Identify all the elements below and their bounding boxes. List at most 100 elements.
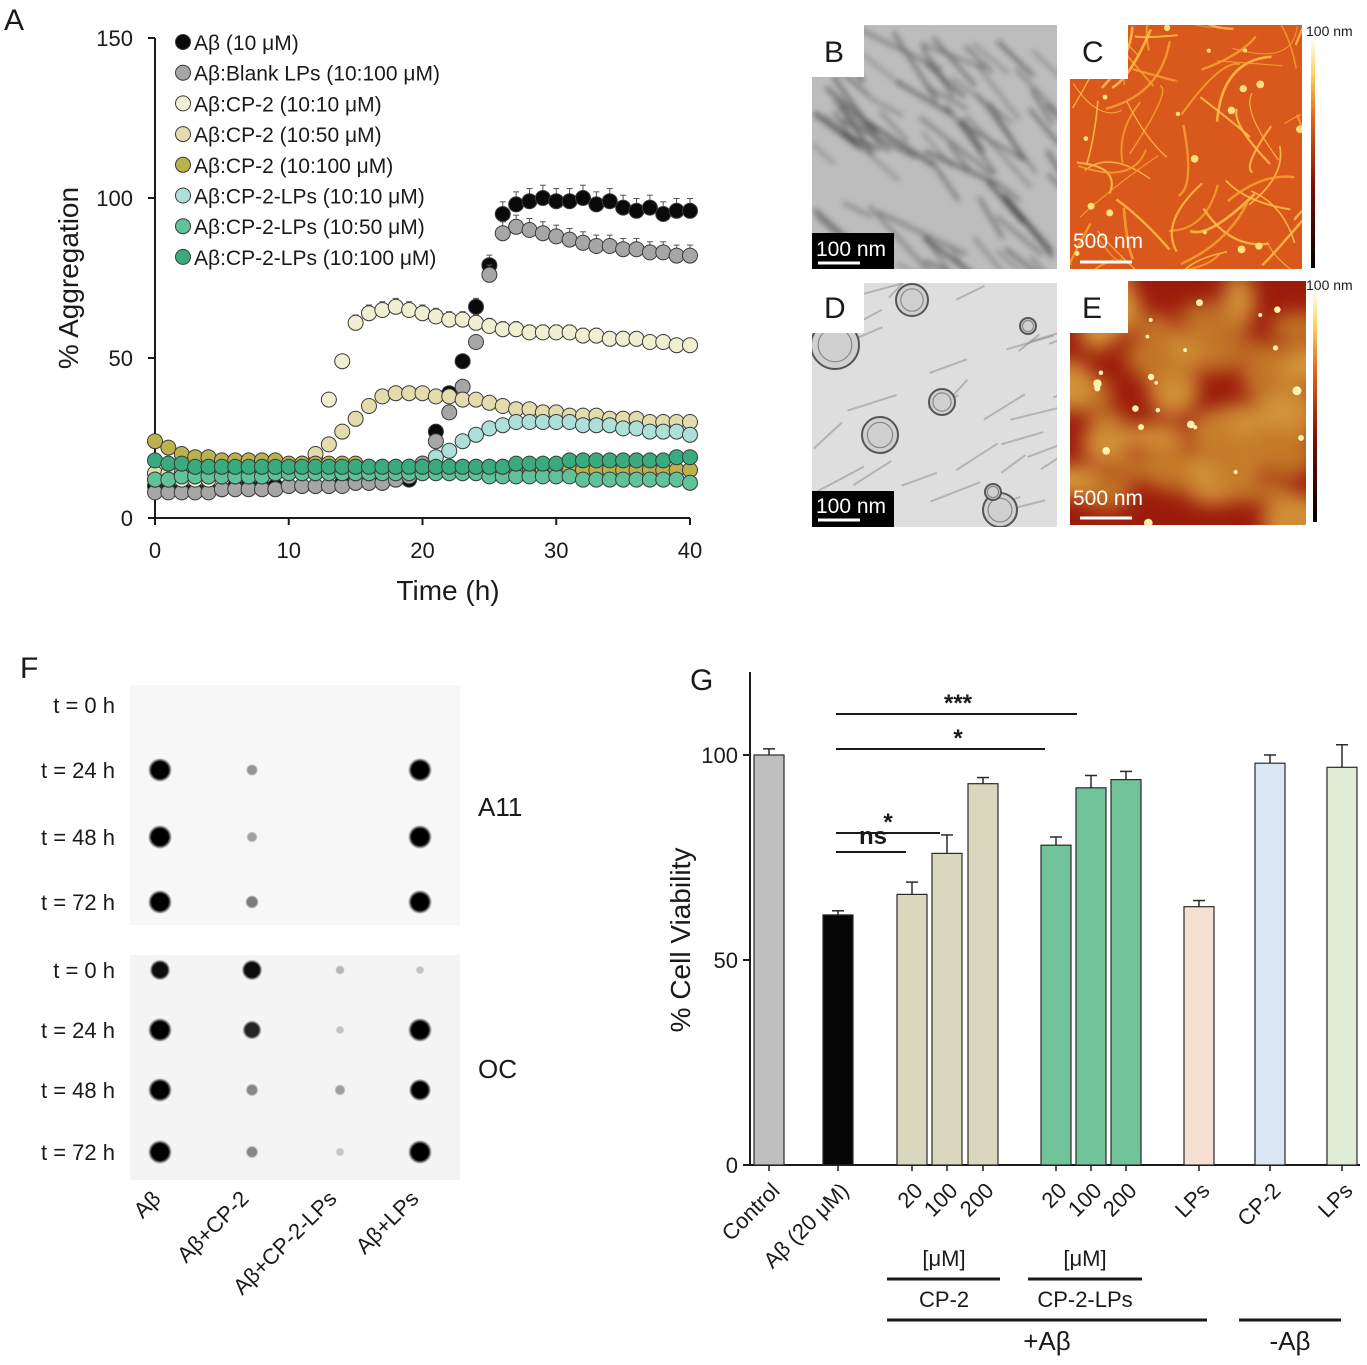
c-fibril [1070,222,1092,266]
f-dot [408,825,432,849]
a-data-point [414,305,431,322]
a-data-point [267,481,284,498]
a-data-point [508,321,525,338]
a-data-point [521,455,538,472]
a-data-point [187,458,204,475]
a-data-point [307,458,324,475]
g-group-unit: [μM] [1063,1246,1106,1271]
c-fibril [1126,100,1168,158]
g-x-tick-label: 100 [1063,1178,1107,1222]
a-data-point [374,388,391,405]
a-data-point [441,458,458,475]
a-data-point [401,302,418,318]
f-dot [408,758,432,782]
a-y-tick-label: 50 [109,346,133,371]
c-fibril [1184,250,1228,269]
b-fibril [831,74,882,144]
c-fibril [1097,230,1136,269]
a-data-point [454,353,471,370]
g-bar [1040,844,1072,1166]
a-data-point [668,423,685,440]
a-data-point [682,337,698,354]
panel-letter-d-overlay: D [824,292,846,325]
f-antibody-label: A11 [478,792,522,822]
b-fibril [922,236,970,269]
panel-letter-e-overlay: E [1082,292,1102,325]
f-sample-label: Aβ [129,1186,166,1223]
d-fibril [929,358,968,375]
b-fibril [972,236,1002,269]
a-data-point [147,452,163,469]
a-data-point [240,458,257,475]
g-x-tick-label: LPs [1313,1178,1357,1222]
f-time-label: t = 72 h [41,890,115,915]
f-dot [408,1140,432,1164]
c-node [1255,242,1263,250]
e-bright-spot [1138,424,1145,431]
a-data-point [334,423,351,440]
panel-letter-f: F [20,652,38,685]
afm-image-c: C 500 nm 100 nm [1070,23,1353,269]
d-fibril [1048,339,1057,345]
e-bright-spot [1183,348,1188,352]
a-data-point [427,388,444,405]
f-dot [408,1018,432,1042]
a-data-point [668,337,685,354]
g-y-tick-label: 50 [714,948,738,973]
f-dot [408,890,432,914]
c-node [1243,48,1248,53]
d-fibril [901,471,938,487]
b-fibril [832,110,858,146]
a-data-point [441,404,458,421]
e-bright-spot [1298,434,1304,441]
e-patch [1082,423,1130,465]
dot-blot-membrane-oc [130,955,460,1180]
d-vesicle-inner [866,421,894,449]
g-y-axis-title: % Cell Viability [665,848,696,1033]
g-x-tick-label: 100 [919,1178,963,1222]
b-fibril [1031,49,1057,76]
b-fibril [1046,172,1057,187]
g-x-tick-label: Control [717,1178,785,1246]
b-fibril [1028,255,1045,269]
a-data-point [655,452,672,469]
c-fibril [1079,154,1159,218]
e-patch [1262,493,1306,525]
e-patch [1080,474,1132,510]
b-fibril [977,196,1005,239]
c-fibril [1248,125,1273,174]
f-antibody-label: OC [478,1054,517,1084]
a-data-point [387,298,404,315]
a-data-point [615,199,632,216]
panel-letter-a: A [4,4,24,37]
a-data-point [347,314,364,331]
c-fibril [1249,92,1280,161]
c-fibril [1225,179,1291,211]
a-data-point [575,471,591,488]
d-fibril [955,285,985,301]
f-dot [335,1025,345,1035]
a-data-point [173,455,190,472]
g-supergroup-label: -Aβ [1270,1326,1311,1356]
g-significance-label: ns [859,823,887,850]
b-fibril [924,61,966,99]
d-fibril [816,465,865,493]
a-data-point [147,433,163,450]
e-bright-spot [1094,385,1101,392]
g-group-unit: [μM] [922,1246,965,1271]
e-patch [1269,312,1306,343]
e-patch [1241,340,1280,400]
e-bright-spot [1233,469,1238,475]
e-bright-spot [1195,299,1203,307]
e-bright-spot [1147,373,1155,381]
c-fibril [1293,209,1302,221]
a-data-point [334,458,351,475]
d-fibril [852,460,892,486]
a-data-point [655,471,672,488]
g-bar [1254,762,1286,1166]
c-fibril [1111,28,1152,89]
c-fibril [1180,62,1241,116]
a-data-point [548,193,565,210]
